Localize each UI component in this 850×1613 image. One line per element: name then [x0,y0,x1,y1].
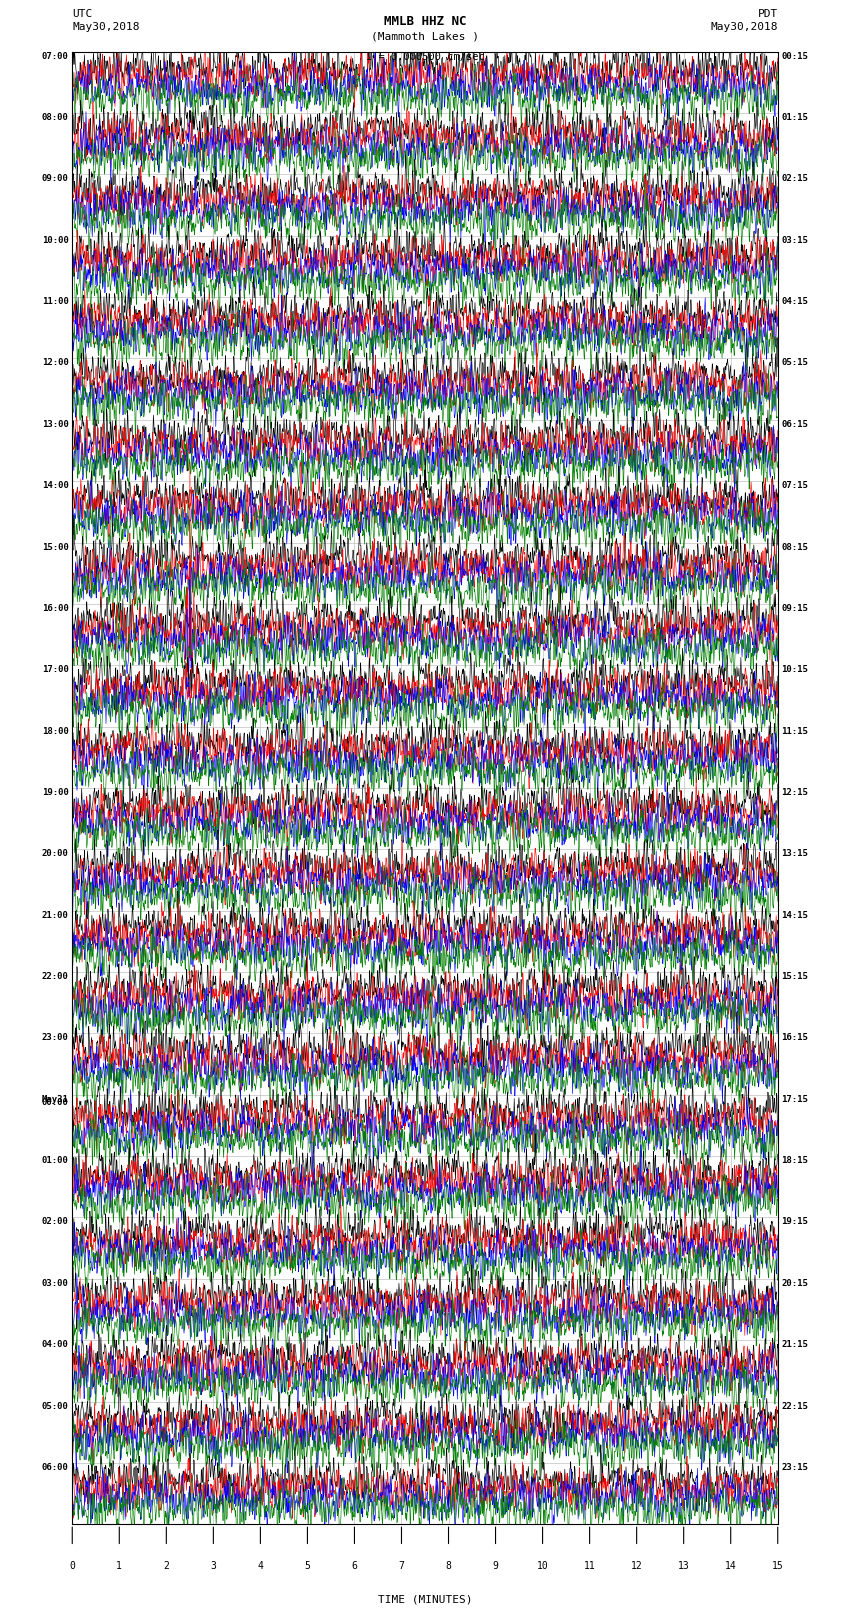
Text: 0: 0 [70,1561,75,1571]
Text: May30,2018: May30,2018 [711,23,778,32]
Text: 12:15: 12:15 [781,789,808,797]
Text: 1: 1 [116,1561,122,1571]
Text: 12:00: 12:00 [42,358,69,368]
Text: 21:15: 21:15 [781,1340,808,1348]
Text: 09:00: 09:00 [42,174,69,184]
Text: 03:00: 03:00 [42,1279,69,1287]
Text: 13:00: 13:00 [42,419,69,429]
Text: 13: 13 [677,1561,689,1571]
Text: 06:15: 06:15 [781,419,808,429]
Text: 13:15: 13:15 [781,850,808,858]
Text: 22:15: 22:15 [781,1402,808,1410]
Text: 05:15: 05:15 [781,358,808,368]
Text: 04:00: 04:00 [42,1340,69,1348]
Text: 7: 7 [399,1561,405,1571]
Text: 15: 15 [772,1561,784,1571]
Text: 15:00: 15:00 [42,542,69,552]
Text: 03:15: 03:15 [781,235,808,245]
Text: 07:00: 07:00 [42,52,69,61]
Text: 00:15: 00:15 [781,52,808,61]
Text: 02:15: 02:15 [781,174,808,184]
Text: 20:15: 20:15 [781,1279,808,1287]
Text: TIME (MINUTES): TIME (MINUTES) [377,1595,473,1605]
Text: 06:00: 06:00 [42,1463,69,1473]
Text: 11:00: 11:00 [42,297,69,306]
Text: 09:15: 09:15 [781,603,808,613]
Text: May30,2018: May30,2018 [72,23,139,32]
Text: 8: 8 [445,1561,451,1571]
Text: 6: 6 [352,1561,357,1571]
Text: UTC: UTC [72,10,93,19]
Text: 01:15: 01:15 [781,113,808,123]
Text: 00:00: 00:00 [42,1098,69,1108]
Text: 10: 10 [536,1561,548,1571]
Text: 08:00: 08:00 [42,113,69,123]
Text: 21:00: 21:00 [42,911,69,919]
Text: 10:15: 10:15 [781,665,808,674]
Text: 18:15: 18:15 [781,1157,808,1165]
Text: May31: May31 [42,1095,69,1103]
Text: 05:00: 05:00 [42,1402,69,1410]
Text: 14:15: 14:15 [781,911,808,919]
Text: 17:00: 17:00 [42,665,69,674]
Text: PDT: PDT [757,10,778,19]
Text: 23:15: 23:15 [781,1463,808,1473]
Text: 2: 2 [163,1561,169,1571]
Text: 3: 3 [211,1561,216,1571]
Text: 20:00: 20:00 [42,850,69,858]
Text: 22:00: 22:00 [42,973,69,981]
Text: 23:00: 23:00 [42,1034,69,1042]
Text: 16:00: 16:00 [42,603,69,613]
Text: 19:15: 19:15 [781,1218,808,1226]
Text: 14: 14 [725,1561,737,1571]
Text: 01:00: 01:00 [42,1157,69,1165]
Text: 04:15: 04:15 [781,297,808,306]
Text: 11: 11 [584,1561,596,1571]
Text: I = 0.000500 cm/sec: I = 0.000500 cm/sec [366,52,484,61]
Text: 5: 5 [304,1561,310,1571]
Text: 18:00: 18:00 [42,726,69,736]
Text: 17:15: 17:15 [781,1095,808,1103]
Text: 12: 12 [631,1561,643,1571]
Text: 9: 9 [493,1561,498,1571]
Text: 07:15: 07:15 [781,481,808,490]
Text: 08:15: 08:15 [781,542,808,552]
Text: 16:15: 16:15 [781,1034,808,1042]
Text: 14:00: 14:00 [42,481,69,490]
Text: 11:15: 11:15 [781,726,808,736]
Text: 15:15: 15:15 [781,973,808,981]
Text: 4: 4 [258,1561,264,1571]
Text: 19:00: 19:00 [42,789,69,797]
Text: 10:00: 10:00 [42,235,69,245]
Text: (Mammoth Lakes ): (Mammoth Lakes ) [371,31,479,42]
Text: 02:00: 02:00 [42,1218,69,1226]
Text: MMLB HHZ NC: MMLB HHZ NC [383,15,467,27]
